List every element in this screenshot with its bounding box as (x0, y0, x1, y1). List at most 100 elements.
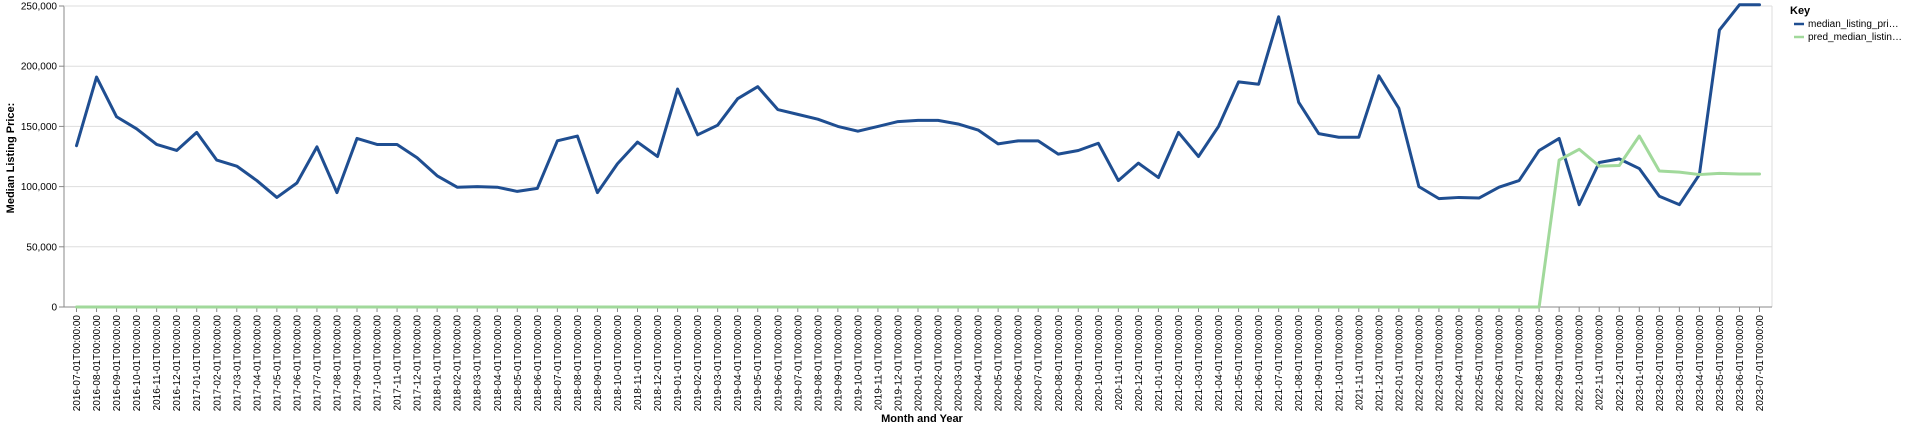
legend-label: median_listing_pri… (1808, 19, 1899, 30)
x-axis: 2016-07-01T00:00:00 2016-08-01T00:00:00 20… (72, 307, 1766, 411)
x-tick-label: 2022-09-01T00:00:00 (1555, 315, 1566, 412)
x-tick-label: 2023-04-01T00:00:00 (1695, 315, 1706, 412)
x-tick-label: 2019-07-01T00:00:00 (793, 315, 804, 412)
x-tick-label: 2020-01-01T00:00:00 (914, 315, 925, 412)
x-tick-label: 2018-08-01T00:00:00 (573, 315, 584, 412)
x-tick-label: 2021-07-01T00:00:00 (1274, 315, 1285, 412)
x-tick-label: 2020-10-01T00:00:00 (1094, 315, 1105, 412)
y-tick-label: 0 (51, 303, 57, 314)
x-tick-label: 2019-12-01T00:00:00 (893, 315, 904, 412)
x-tick-label: 2017-12-01T00:00:00 (413, 315, 424, 412)
x-tick-label: 2019-09-01T00:00:00 (833, 315, 844, 412)
x-tick-label: 2019-02-01T00:00:00 (693, 315, 704, 412)
x-tick-label: 2023-06-01T00:00:00 (1735, 315, 1746, 412)
x-tick-label: 2018-06-01T00:00:00 (533, 315, 544, 412)
x-tick-label: 2020-02-01T00:00:00 (934, 315, 945, 412)
x-tick-label: 2022-04-01T00:00:00 (1454, 315, 1465, 412)
x-tick-label: 2021-06-01T00:00:00 (1254, 315, 1265, 412)
x-tick-label: 2017-03-01T00:00:00 (232, 315, 243, 412)
x-axis-title: Month and Year (881, 413, 963, 425)
x-tick-label: 2021-01-01T00:00:00 (1154, 315, 1165, 412)
x-tick-label: 2019-03-01T00:00:00 (713, 315, 724, 412)
y-tick-label: 250,000 (21, 2, 58, 13)
x-tick-label: 2022-11-01T00:00:00 (1595, 315, 1606, 411)
x-tick-label: 2018-12-01T00:00:00 (653, 315, 664, 412)
x-tick-label: 2021-12-01T00:00:00 (1374, 315, 1385, 412)
x-tick-label: 2023-07-01T00:00:00 (1755, 315, 1766, 412)
x-tick-label: 2019-08-01T00:00:00 (813, 315, 824, 412)
legend-label: pred_median_listin… (1808, 32, 1902, 43)
x-tick-label: 2022-06-01T00:00:00 (1495, 315, 1506, 412)
x-tick-label: 2020-05-01T00:00:00 (994, 315, 1005, 412)
x-tick-label: 2023-03-01T00:00:00 (1675, 315, 1686, 412)
x-tick-label: 2019-05-01T00:00:00 (753, 315, 764, 412)
x-tick-label: 2019-01-01T00:00:00 (673, 315, 684, 412)
x-tick-label: 2020-09-01T00:00:00 (1074, 315, 1085, 412)
x-tick-label: 2023-05-01T00:00:00 (1715, 315, 1726, 412)
x-tick-label: 2020-12-01T00:00:00 (1134, 315, 1145, 412)
x-tick-label: 2017-05-01T00:00:00 (272, 315, 283, 412)
x-tick-label: 2017-10-01T00:00:00 (373, 315, 384, 412)
y-axis-title: Median Listing Price: (5, 103, 17, 214)
x-tick-label: 2021-11-01T00:00:00 (1354, 315, 1365, 411)
x-tick-label: 2021-08-01T00:00:00 (1294, 315, 1305, 412)
x-tick-label: 2020-04-01T00:00:00 (974, 315, 985, 412)
x-tick-label: 2022-02-01T00:00:00 (1414, 315, 1425, 412)
x-tick-label: 2022-10-01T00:00:00 (1575, 315, 1586, 412)
y-axis: 0 50,000 100,000 150,000 200,000 250,000 (21, 2, 64, 314)
x-tick-label: 2019-04-01T00:00:00 (733, 315, 744, 412)
x-tick-label: 2021-02-01T00:00:00 (1174, 315, 1185, 412)
x-tick-label: 2022-12-01T00:00:00 (1615, 315, 1626, 412)
x-tick-label: 2018-10-01T00:00:00 (613, 315, 624, 412)
x-tick-label: 2016-07-01T00:00:00 (72, 315, 83, 412)
x-tick-label: 2020-06-01T00:00:00 (1014, 315, 1025, 412)
x-tick-label: 2022-07-01T00:00:00 (1515, 315, 1526, 412)
y-tick-label: 200,000 (21, 62, 58, 73)
x-tick-label: 2017-09-01T00:00:00 (353, 315, 364, 412)
x-tick-label: 2023-01-01T00:00:00 (1635, 315, 1646, 412)
legend-title: Key (1790, 5, 1811, 17)
x-tick-label: 2016-09-01T00:00:00 (112, 315, 123, 412)
x-tick-label: 2018-05-01T00:00:00 (513, 315, 524, 412)
x-tick-label: 2023-02-01T00:00:00 (1655, 315, 1666, 412)
x-tick-label: 2019-11-01T00:00:00 (873, 315, 884, 411)
x-tick-label: 2018-03-01T00:00:00 (473, 315, 484, 412)
y-tick-label: 100,000 (21, 182, 58, 193)
y-tick-label: 50,000 (26, 242, 57, 253)
x-tick-label: 2022-03-01T00:00:00 (1434, 315, 1445, 412)
legend: Key median_listing_pri… pred_median_listi… (1790, 5, 1902, 43)
x-tick-label: 2020-03-01T00:00:00 (954, 315, 965, 412)
x-tick-label: 2019-10-01T00:00:00 (853, 315, 864, 412)
x-tick-label: 2017-06-01T00:00:00 (292, 315, 303, 412)
series-line-1 (75, 134, 1761, 309)
x-tick-label: 2018-02-01T00:00:00 (453, 315, 464, 412)
x-tick-label: 2021-04-01T00:00:00 (1214, 315, 1225, 412)
x-tick-label: 2020-07-01T00:00:00 (1034, 315, 1045, 412)
x-tick-label: 2016-08-01T00:00:00 (92, 315, 103, 412)
x-tick-label: 2018-11-01T00:00:00 (633, 315, 644, 411)
x-tick-label: 2018-07-01T00:00:00 (553, 315, 564, 412)
x-tick-label: 2018-01-01T00:00:00 (433, 315, 444, 412)
x-tick-label: 2018-04-01T00:00:00 (493, 315, 504, 412)
x-tick-label: 2019-06-01T00:00:00 (773, 315, 784, 412)
x-tick-label: 2022-05-01T00:00:00 (1475, 315, 1486, 412)
x-tick-label: 2021-05-01T00:00:00 (1234, 315, 1245, 412)
x-tick-label: 2016-11-01T00:00:00 (152, 315, 163, 411)
x-tick-label: 2022-08-01T00:00:00 (1535, 315, 1546, 412)
x-tick-label: 2017-04-01T00:00:00 (252, 315, 263, 412)
x-tick-label: 2017-07-01T00:00:00 (312, 315, 323, 412)
x-tick-label: 2021-03-01T00:00:00 (1194, 315, 1205, 412)
x-tick-label: 2021-10-01T00:00:00 (1334, 315, 1345, 412)
x-tick-label: 2021-09-01T00:00:00 (1314, 315, 1325, 412)
x-tick-label: 2022-01-01T00:00:00 (1394, 315, 1405, 412)
x-tick-label: 2020-11-01T00:00:00 (1114, 315, 1125, 411)
x-tick-label: 2020-08-01T00:00:00 (1054, 315, 1065, 412)
x-tick-label: 2016-12-01T00:00:00 (172, 315, 183, 412)
series-line-0 (75, 3, 1761, 207)
x-tick-label: 2017-02-01T00:00:00 (212, 315, 223, 412)
x-tick-label: 2017-01-01T00:00:00 (192, 315, 203, 412)
x-tick-label: 2017-08-01T00:00:00 (332, 315, 343, 412)
series-lines (75, 3, 1761, 309)
x-tick-label: 2017-11-01T00:00:00 (393, 315, 404, 411)
